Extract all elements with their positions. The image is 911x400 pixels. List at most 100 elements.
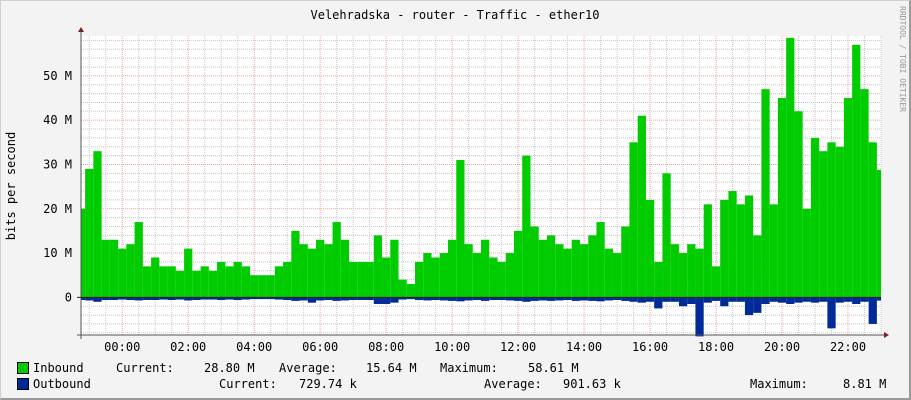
- outbound-bar: [448, 297, 457, 301]
- y-axis-arrow-icon: [78, 27, 84, 32]
- inbound-bar: [868, 142, 877, 298]
- inbound-bar: [167, 266, 176, 298]
- outbound-bar: [827, 297, 836, 329]
- inbound-bar: [423, 253, 432, 298]
- outbound-bar: [159, 297, 168, 300]
- outbound-bar: [546, 297, 556, 301]
- inbound-bar: [827, 142, 836, 298]
- inbound-bar: [612, 253, 622, 298]
- outbound-bar: [596, 297, 605, 302]
- inbound-bar: [662, 173, 671, 298]
- inbound-bar: [126, 244, 135, 298]
- outbound-bar: [588, 297, 597, 301]
- inbound-bar: [439, 253, 449, 298]
- outbound-bar: [744, 297, 754, 316]
- x-tick-label: 12:00: [500, 340, 536, 354]
- inbound-bar: [398, 279, 407, 298]
- outbound-bar: [695, 297, 704, 337]
- inbound-bar: [588, 235, 597, 298]
- inbound-bar: [621, 226, 630, 298]
- outbound-bar: [662, 297, 671, 302]
- outbound-bar: [225, 297, 234, 300]
- y-tick-label: 30 M: [43, 157, 72, 171]
- outbound-bar: [761, 297, 770, 304]
- inbound-maximum: 58.61 M: [528, 361, 579, 375]
- outbound-bar: [456, 297, 465, 302]
- outbound-bar: [126, 297, 135, 301]
- outbound-current: 729.74 k: [299, 377, 357, 391]
- outbound-bar: [645, 297, 655, 302]
- inbound-bar: [373, 235, 383, 298]
- inbound-bar: [324, 244, 333, 298]
- outbound-bar: [538, 297, 547, 301]
- inbound-bar: [876, 169, 881, 298]
- inbound-bar: [184, 248, 193, 298]
- inbound-bar: [151, 257, 160, 298]
- inbound-bar: [819, 151, 828, 298]
- outbound-bar: [324, 297, 333, 301]
- inbound-bar: [340, 239, 350, 298]
- x-tick-label: 06:00: [302, 340, 338, 354]
- inbound-bar: [637, 115, 646, 298]
- inbound-bar: [678, 253, 688, 298]
- outbound-series: [81, 297, 881, 337]
- outbound-bar: [241, 297, 251, 300]
- outbound-bar: [167, 297, 176, 301]
- outbound-maximum: 8.81 M: [843, 377, 887, 391]
- outbound-swatch: [17, 378, 29, 390]
- inbound-maximum-label: Maximum:: [440, 361, 498, 375]
- inbound-average: 15.64 M: [366, 361, 417, 375]
- outbound-bar: [192, 297, 201, 301]
- inbound-bar: [736, 204, 745, 298]
- outbound-bar: [415, 297, 424, 301]
- inbound-swatch: [17, 362, 29, 374]
- inbound-label: Inbound: [33, 361, 84, 375]
- inbound-bar: [175, 270, 185, 298]
- inbound-bar: [654, 261, 663, 298]
- inbound-bar: [357, 261, 366, 298]
- outbound-bar: [349, 297, 358, 301]
- outbound-bar: [398, 297, 407, 300]
- inbound-bar: [241, 266, 251, 298]
- outbound-bar: [151, 297, 160, 301]
- inbound-bar: [489, 257, 498, 298]
- outbound-bar: [266, 297, 275, 300]
- inbound-bar: [134, 222, 143, 298]
- inbound-bar: [415, 261, 424, 298]
- outbound-bar: [472, 297, 481, 301]
- inbound-bar: [810, 137, 820, 298]
- outbound-bar: [802, 297, 811, 302]
- inbound-bar: [431, 257, 440, 298]
- inbound-bar: [744, 195, 754, 298]
- inbound-bar: [266, 275, 275, 298]
- outbound-bar: [423, 297, 432, 301]
- inbound-bar: [118, 248, 127, 298]
- outbound-bar: [810, 297, 820, 303]
- outbound-average-label: Average:: [484, 377, 542, 391]
- outbound-bar: [175, 297, 185, 300]
- inbound-bar: [538, 239, 547, 298]
- inbound-bar: [316, 239, 325, 298]
- outbound-bar: [142, 297, 152, 301]
- outbound-bar: [93, 297, 102, 302]
- outbound-bar: [530, 297, 539, 301]
- outbound-current-label: Current:: [219, 377, 277, 391]
- inbound-bar: [835, 146, 844, 298]
- y-tick-label: 20 M: [43, 202, 72, 216]
- outbound-bar: [373, 297, 383, 304]
- x-tick-label: 22:00: [830, 340, 866, 354]
- outbound-bar: [720, 297, 729, 307]
- inbound-bar: [513, 230, 523, 298]
- outbound-bar: [489, 297, 498, 301]
- outbound-bar: [316, 297, 325, 301]
- outbound-bar: [555, 297, 564, 301]
- outbound-bar: [365, 297, 374, 301]
- inbound-bar: [481, 239, 490, 298]
- outbound-bar: [868, 297, 877, 324]
- x-tick-label: 20:00: [764, 340, 800, 354]
- x-tick-label: 00:00: [104, 340, 140, 354]
- outbound-bar: [819, 297, 828, 302]
- outbound-bar: [332, 297, 341, 301]
- x-tick-label: 04:00: [236, 340, 272, 354]
- inbound-bar: [81, 208, 86, 298]
